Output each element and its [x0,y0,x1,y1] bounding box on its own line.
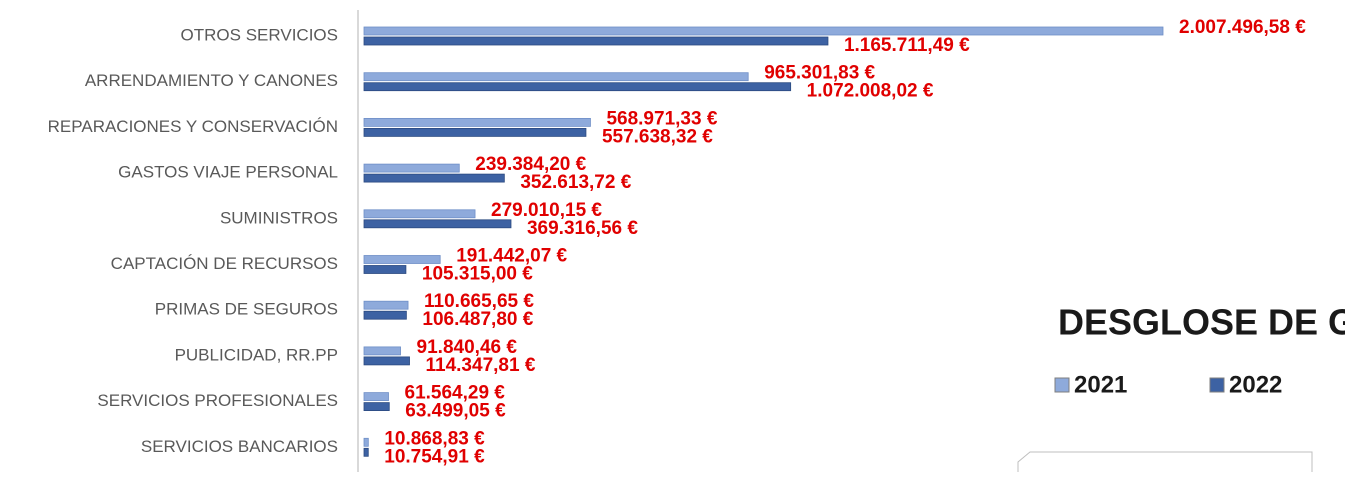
data-label: 369.316,56 € [527,218,638,239]
bar [363,26,1164,36]
bar [363,209,476,219]
data-label: 279.010,15 € [491,200,602,221]
category-label: GASTOS VIAJE PERSONAL [118,163,338,182]
bar [363,346,401,356]
data-label: 110.665,65 € [424,291,534,312]
legend-swatch [1209,377,1225,393]
legend: 2021 2022 [1054,371,1282,398]
category-label: CAPTACIÓN DE RECURSOS [111,254,338,273]
bar [363,118,591,127]
decoration [1017,451,1313,472]
bar [363,36,829,46]
bar [363,219,512,229]
bar [363,300,409,310]
data-label: 557.638,32 € [602,126,713,147]
data-label: 114.347,81 € [426,355,536,376]
bar [363,82,792,92]
data-label: 2.007.496,58 € [1179,17,1306,38]
bar [363,72,749,82]
data-label: 1.072.008,02 € [807,81,934,102]
category-label: SERVICIOS BANCARIOS [141,437,338,456]
bar [363,402,390,412]
bar [363,447,369,457]
bar [363,255,441,264]
data-label: 63.499,05 € [405,401,506,422]
bar [363,163,460,173]
data-label: 1.165.711,49 € [844,35,970,56]
data-label: 106.487,80 € [422,309,533,330]
data-label: 61.564,29 € [405,383,506,404]
data-label: 568.971,33 € [606,108,717,129]
data-label: 191.442,07 € [456,246,567,267]
legend-label: 2022 [1229,371,1282,398]
bar [363,356,410,366]
bar [363,173,505,183]
bar [363,127,587,137]
bar [363,392,389,402]
bar [363,437,369,447]
data-label: 965.301,83 € [764,63,875,84]
category-label: ARRENDAMIENTO Y CANONES [85,71,338,90]
category-label: PUBLICIDAD, RR.PP [175,345,338,364]
data-label: 105.315,00 € [422,264,533,285]
legend-swatch [1054,377,1070,393]
category-label: PRIMAS DE SEGUROS [155,300,338,319]
bar [363,265,407,274]
category-label: SERVICIOS PROFESIONALES [97,391,338,410]
legend-label: 2021 [1074,371,1127,398]
data-label: 10.868,83 € [384,428,485,449]
data-label: 10.754,91 € [384,446,485,467]
bar [363,310,407,320]
data-label: 91.840,46 € [417,337,518,358]
data-label: 352.613,72 € [520,172,631,193]
chart-title: DESGLOSE DE G [1058,302,1345,343]
category-label: OTROS SERVICIOS [181,25,338,44]
category-label: REPARACIONES Y CONSERVACIÓN [48,117,338,136]
data-label: 239.384,20 € [475,154,586,175]
category-label: SUMINISTROS [220,208,338,227]
